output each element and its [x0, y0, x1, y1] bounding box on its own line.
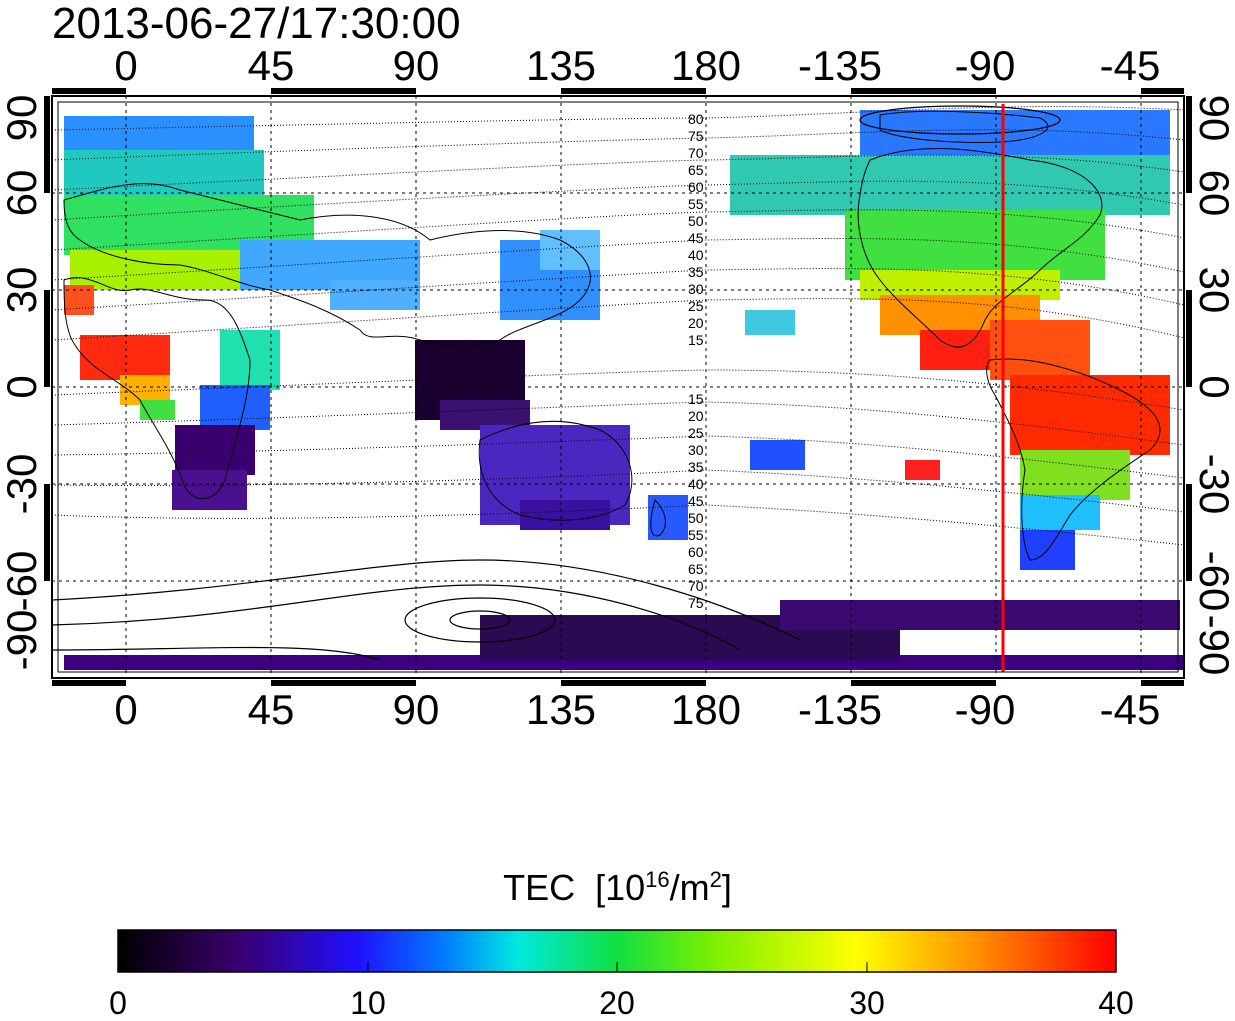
contour-value-label: 80 — [688, 111, 704, 127]
contour-value-label: 55 — [688, 196, 704, 212]
right-lat-label: -30 — [1191, 453, 1235, 515]
tec-patch-australia-south — [520, 500, 610, 530]
bottom-lon-label: -45 — [1099, 686, 1161, 733]
right-lat-label: 90 — [1191, 94, 1235, 142]
bottom-lon-label: -90 — [954, 686, 1016, 733]
tec-patch-pacific-3 — [905, 460, 940, 480]
bottom-lon-label: 45 — [247, 686, 295, 733]
magnetic-pole-contours — [52, 105, 1061, 661]
colorbar-tick-label: 30 — [849, 985, 885, 1021]
top-lon-label: -45 — [1099, 42, 1161, 89]
bottom-lon-label: 0 — [114, 686, 138, 733]
coastlines — [63, 110, 1161, 561]
bottom-lon-label: 90 — [392, 686, 440, 733]
contour-value-label: 20 — [688, 315, 704, 331]
colorbar-unit-mid: /m — [669, 867, 710, 908]
contour-value-label: 45 — [688, 230, 704, 246]
colorbar-quantity: TEC — [503, 867, 576, 908]
colorbar-tick-label: 10 — [350, 985, 386, 1021]
tec-patch-central-africa — [175, 425, 255, 475]
tec-patch-pacific-2 — [750, 440, 805, 470]
colorbar-title: TEC [1016/m2] — [503, 867, 732, 908]
tec-patch-sa-far-south — [1020, 495, 1100, 530]
timestamp-title: 2013-06-27/17:30:00 — [52, 0, 461, 48]
left-lat-label: 60 — [0, 169, 45, 217]
contour-value-label: 60 — [688, 179, 704, 195]
contour-value-label: 20 — [688, 408, 704, 424]
tec-patch-antarctica-1 — [64, 655, 1184, 670]
tec-patch-central-asia — [330, 280, 420, 310]
contour-value-label: 50 — [688, 213, 704, 229]
contour-value-label: 30 — [688, 281, 704, 297]
colorbar-tick-label: 0 — [109, 985, 127, 1021]
colorbar-unit-exp: 16 — [645, 867, 670, 892]
contour-value-label: 60 — [688, 544, 704, 560]
right-lat-label: 30 — [1191, 266, 1235, 314]
contour-value-label: 70 — [688, 578, 704, 594]
right-lat-label: 60 — [1191, 169, 1235, 217]
tec-patch-west-africa — [80, 335, 170, 380]
contour-value-label: 30 — [688, 442, 704, 458]
bottom-lon-label: 180 — [670, 686, 742, 733]
contour-value-label: 45 — [688, 493, 704, 509]
contour-value-label: 25 — [688, 425, 704, 441]
tec-patch-pacific-1 — [745, 310, 795, 335]
contour-value-label: 25 — [688, 298, 704, 314]
right-lat-label: -90 — [1191, 614, 1235, 676]
contour-value-label: 75 — [688, 128, 704, 144]
contour-value-label: 35 — [688, 264, 704, 280]
contour-value-label: 15 — [688, 332, 704, 348]
grid-lines — [52, 96, 1184, 678]
tec-patch-antarctica-3 — [780, 600, 1180, 630]
top-lon-label: -135 — [797, 42, 883, 89]
right-lat-label: -60 — [1191, 550, 1235, 612]
contour-value-label: 40 — [688, 476, 704, 492]
top-lon-label: 135 — [525, 42, 597, 89]
tec-patch-new-zealand — [648, 495, 688, 540]
left-lat-label: 30 — [0, 266, 45, 314]
right-lat-label: 0 — [1191, 375, 1235, 399]
colorbar-unit-exp2: 2 — [709, 867, 722, 892]
left-lat-label: -30 — [0, 453, 45, 515]
tec-patch-east-africa-2 — [200, 385, 270, 430]
top-lon-label: 90 — [392, 42, 440, 89]
tec-data-layer — [64, 110, 1184, 670]
frame-ticks — [44, 88, 1192, 686]
tec-patch-arctic — [64, 116, 254, 156]
left-lat-label: -60 — [0, 550, 45, 612]
top-lon-label: 0 — [114, 42, 138, 89]
bottom-lon-label: -135 — [797, 686, 883, 733]
contour-value-label: 40 — [688, 247, 704, 263]
bottom-lon-label: 135 — [525, 686, 597, 733]
contour-value-label: 50 — [688, 510, 704, 526]
left-lat-label: 90 — [0, 94, 45, 142]
tec-patch-sa-mid — [1010, 375, 1170, 455]
tec-patch-canada — [730, 155, 1170, 215]
top-lon-label: 45 — [247, 42, 295, 89]
contour-value-label: 65 — [688, 162, 704, 178]
top-lon-label: -90 — [954, 42, 1016, 89]
colorbar-ticks — [367, 962, 868, 972]
left-lat-label: -90 — [0, 609, 45, 671]
tec-patch-southern-africa — [172, 470, 247, 510]
left-lat-label: 0 — [0, 375, 45, 399]
tec-patch-greenland — [860, 110, 1170, 160]
contour-value-label: 70 — [688, 145, 704, 161]
contour-value-label: 65 — [688, 561, 704, 577]
colorbar-tick-label: 20 — [599, 985, 635, 1021]
colorbar-unit-base: 10 — [605, 867, 646, 908]
tec-patch-mediterranean — [70, 250, 240, 290]
tec-patch-usa — [845, 210, 1105, 280]
top-lon-label: 180 — [670, 42, 742, 89]
map-frame — [51, 95, 1185, 679]
contour-value-label: 75 — [688, 595, 704, 611]
contour-value-label: 35 — [688, 459, 704, 475]
tec-patch-sa-north — [990, 320, 1090, 380]
tec-patch-sa-south — [1020, 450, 1130, 500]
contour-value-label: 55 — [688, 527, 704, 543]
colorbar-tick-label: 40 — [1098, 985, 1134, 1021]
contour-value-label: 15 — [688, 391, 704, 407]
